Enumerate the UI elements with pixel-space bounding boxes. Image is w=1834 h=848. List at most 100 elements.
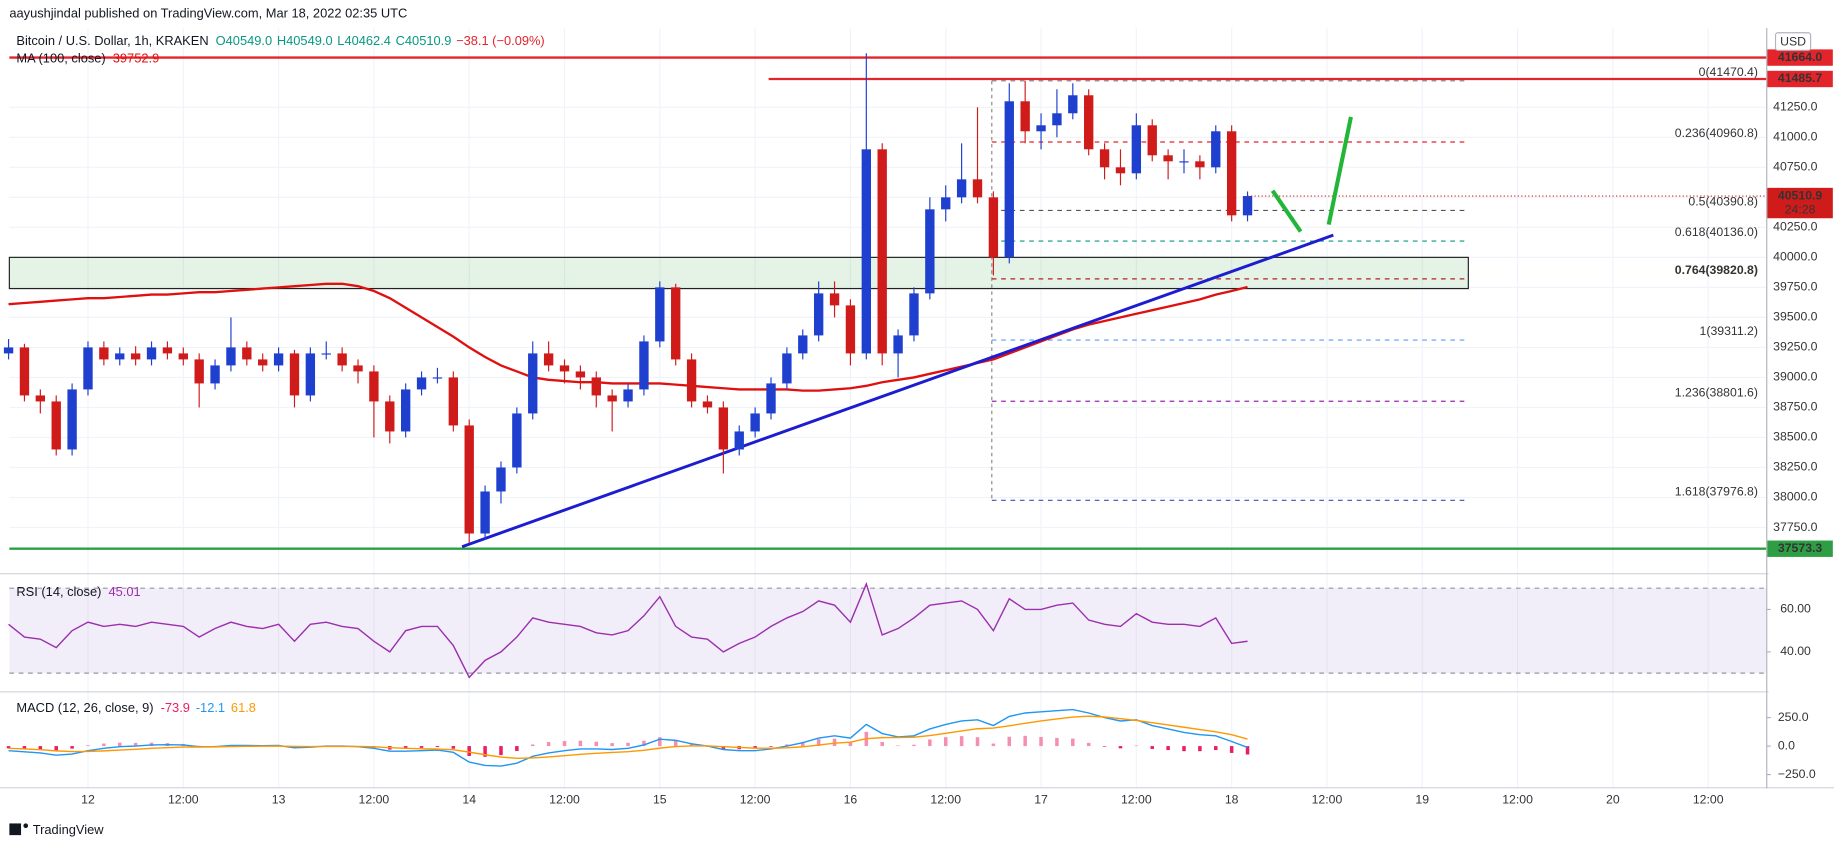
candle-body (1131, 125, 1142, 174)
macd-histogram (483, 746, 487, 757)
macd-histogram (975, 737, 980, 747)
candle-body (1052, 113, 1062, 126)
ohlc-low: L40462.4 (337, 34, 391, 49)
y-tick-label: 39250.0 (1773, 340, 1818, 354)
candle-body (210, 365, 220, 384)
macd-histogram (1182, 746, 1186, 752)
macd-histogram (832, 738, 837, 747)
countdown: 24:28 (1785, 202, 1816, 216)
macd-histogram (435, 746, 440, 748)
candle-body (258, 359, 268, 366)
candle-body (19, 347, 30, 396)
macd-histogram (515, 746, 519, 751)
macd-histogram (1071, 738, 1075, 747)
candle-body (1068, 95, 1078, 114)
ohlc-open: O40549.0 (216, 34, 272, 49)
footer-logo (9, 823, 29, 836)
candle-body (83, 347, 93, 390)
macd-histogram (642, 740, 646, 747)
rsi-name: RSI (14, close) (16, 584, 101, 599)
candle-body (67, 389, 77, 450)
y-tick-label: 40000.0 (1773, 250, 1818, 264)
candle-body (130, 353, 141, 360)
macd-hist-value: -73.9 (161, 700, 190, 715)
macd-histogram (848, 741, 853, 747)
macd-histogram (658, 737, 662, 747)
candle-body (734, 431, 744, 450)
x-tick-label: 12:00 (930, 792, 961, 806)
candle-body (496, 467, 506, 492)
rsi-legend: RSI (14, close) 45.01 (16, 584, 140, 599)
candle-body (353, 365, 363, 372)
macd-histogram (546, 742, 551, 747)
macd-histogram (54, 746, 58, 751)
y-tick-label: 41250.0 (1773, 100, 1818, 114)
candle-body (3, 347, 14, 354)
macd-histogram (896, 745, 900, 747)
x-tick-label: 12:00 (1121, 792, 1152, 806)
candle-body (385, 401, 395, 432)
macd-histogram (912, 744, 916, 747)
macd-histogram (117, 742, 122, 747)
pane-separator (0, 573, 1769, 575)
currency-box (1774, 32, 1812, 51)
x-tick-label: 18 (1225, 792, 1239, 806)
macd-histogram (1214, 746, 1218, 751)
candle-body (289, 353, 300, 396)
x-tick-label: 16 (844, 792, 858, 806)
candle-body (1099, 149, 1110, 168)
fib-label: 1(39311.2) (1700, 324, 1758, 338)
macd-histogram (753, 746, 757, 749)
y-tick-label: 38000.0 (1773, 490, 1818, 504)
candle-body (178, 353, 188, 360)
macd-histogram (22, 746, 27, 749)
candle-body (1020, 101, 1030, 132)
x-tick-label: 15 (653, 792, 667, 806)
macd-tick-label: −250.0 (1778, 767, 1816, 781)
macd-histogram (102, 743, 106, 747)
y-tick-label: 39750.0 (1773, 280, 1818, 294)
ma-value: 39752.9 (113, 51, 159, 66)
candle-body (925, 209, 935, 294)
plot: 12 12:00 13 12:00 14 12:00 15 12:00 16 12:00 17 12:… (3, 49, 1833, 806)
price-tag-label: 41664.0 (1778, 50, 1823, 64)
last-price-tag (1767, 187, 1833, 219)
y-tick-label: 40250.0 (1773, 220, 1818, 234)
macd-histogram (1039, 736, 1043, 747)
macd-histogram (86, 745, 90, 747)
candle-body (1226, 131, 1237, 216)
macd-legend: MACD (12, 26, close, 9) -73.9 -12.1 61.8 (16, 700, 256, 715)
candle-body (369, 371, 379, 402)
candle-body (1004, 101, 1014, 258)
arrow-annotation (1326, 116, 1353, 225)
candle-body (941, 197, 951, 210)
macd-tick-label: 250.0 (1778, 710, 1809, 724)
fib-label: 1.618(37976.8) (1675, 484, 1758, 498)
candle-body (1147, 125, 1157, 156)
candle-body (51, 401, 61, 450)
candle-body (909, 293, 919, 336)
candle-body (400, 389, 411, 432)
x-tick-label: 19 (1415, 792, 1429, 806)
symbol: Bitcoin / U.S. Dollar, 1h, KRAKEN (16, 34, 208, 49)
rsi-band (9, 588, 1767, 674)
candle-body (226, 347, 236, 366)
pane-separator (0, 787, 1834, 789)
trendline (461, 233, 1334, 549)
candle-body (623, 389, 633, 402)
footer-brand: TradingView (33, 822, 104, 837)
candle-body (1179, 161, 1189, 163)
candle-body (1195, 161, 1205, 168)
candle-body (1036, 125, 1046, 132)
macd-histogram (1134, 745, 1139, 747)
macd-histogram (6, 746, 11, 749)
candle-body (432, 377, 443, 379)
x-tick-label: 12:00 (740, 792, 771, 806)
ohlc-high: H40549.0 (277, 34, 333, 49)
signal-line (8, 715, 1248, 759)
macd-histogram (816, 739, 821, 747)
x-tick-label: 12 (81, 792, 95, 806)
candle-body (1211, 131, 1221, 168)
